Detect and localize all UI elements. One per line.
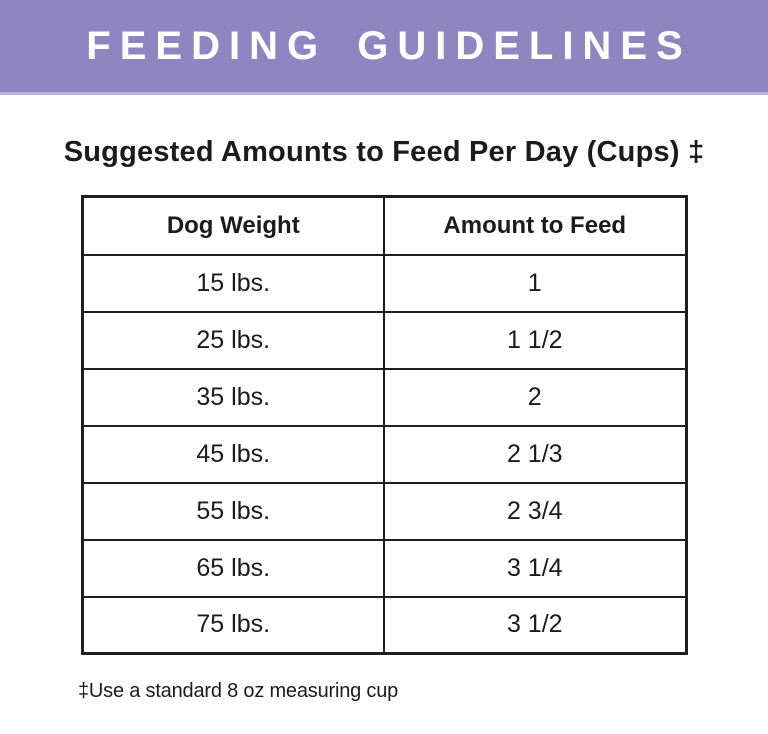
table-row: 75 lbs. 3 1/2 — [81, 595, 687, 655]
column-header-dog-weight: Dog Weight — [81, 195, 385, 256]
amount-cell: 3 1/2 — [383, 595, 687, 655]
amount-cell: 3 1/4 — [383, 538, 687, 598]
amount-cell: 2 3/4 — [383, 481, 687, 541]
dog-weight-cell: 55 lbs. — [81, 481, 385, 541]
dog-weight-cell: 35 lbs. — [81, 367, 385, 427]
table-row: 25 lbs. 1 1/2 — [81, 310, 687, 370]
dog-weight-cell: 25 lbs. — [81, 310, 385, 370]
dog-weight-cell: 45 lbs. — [81, 424, 385, 484]
page: FEEDING GUIDELINES Suggested Amounts to … — [0, 0, 768, 702]
table-row: 35 lbs. 2 — [81, 367, 687, 427]
dog-weight-cell: 65 lbs. — [81, 538, 385, 598]
dog-weight-cell: 15 lbs. — [81, 253, 385, 313]
table-row: 15 lbs. 1 — [81, 253, 687, 313]
section-title: Suggested Amounts to Feed Per Day (Cups)… — [63, 136, 705, 168]
table-header-row: Dog Weight Amount to Feed — [81, 195, 687, 256]
table-row: 65 lbs. 3 1/4 — [81, 538, 687, 598]
amount-cell: 1 1/2 — [383, 310, 687, 370]
feeding-table: Dog Weight Amount to Feed 15 lbs. 1 25 l… — [80, 195, 688, 655]
dog-weight-cell: 75 lbs. — [81, 595, 385, 655]
table-header: Dog Weight Amount to Feed — [81, 195, 687, 256]
amount-cell: 2 — [383, 367, 687, 427]
amount-cell: 1 — [383, 253, 687, 313]
footnote: ‡Use a standard 8 oz measuring cup — [78, 680, 399, 702]
amount-cell: 2 1/3 — [383, 424, 687, 484]
table-row: 45 lbs. 2 1/3 — [81, 424, 687, 484]
feeding-guidelines-banner: FEEDING GUIDELINES — [0, 0, 768, 95]
column-header-amount-to-feed: Amount to Feed — [383, 195, 687, 256]
banner-title: FEEDING GUIDELINES — [86, 23, 692, 68]
table-row: 55 lbs. 2 3/4 — [81, 481, 687, 541]
table-body: 15 lbs. 1 25 lbs. 1 1/2 35 lbs. 2 45 lbs… — [81, 253, 687, 655]
